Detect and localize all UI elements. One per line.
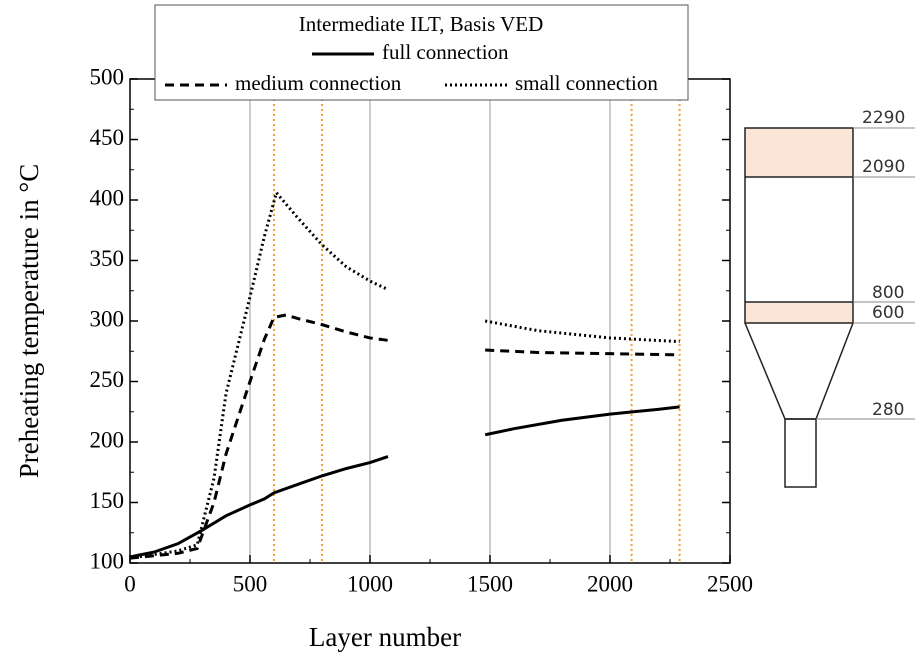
section-diagram <box>744 127 915 488</box>
diagram-label: 280 <box>872 400 904 420</box>
y-tick-label: 500 <box>90 64 125 89</box>
legend-label: medium connection <box>235 71 402 95</box>
legend-label: small connection <box>515 71 658 95</box>
x-tick-label: 2500 <box>707 571 753 596</box>
x-tick-label: 1500 <box>467 571 513 596</box>
y-tick-label: 150 <box>90 488 125 513</box>
stem <box>784 418 817 488</box>
plot-frame <box>129 78 731 564</box>
series-line <box>129 189 680 560</box>
y-axis-label: Preheating temperature in °C <box>14 164 44 478</box>
y-tick-label: 250 <box>90 367 125 392</box>
y-tick-label: 200 <box>90 427 125 452</box>
y-tick-label: 100 <box>90 548 125 573</box>
diagram-label: 2090 <box>862 157 905 177</box>
x-tick-label: 0 <box>124 571 136 596</box>
legend-box <box>154 4 689 101</box>
x-tick-label: 1000 <box>347 571 393 596</box>
legend-title: Intermediate ILT, Basis VED <box>299 12 544 36</box>
band-mid <box>745 302 853 323</box>
diagram-label: 2290 <box>862 108 905 128</box>
y-tick-label: 300 <box>90 306 125 331</box>
series-line <box>129 313 680 560</box>
cone <box>744 322 854 420</box>
diagram-label: 600 <box>872 303 904 323</box>
legend-label: full connection <box>382 40 509 64</box>
x-tick-label: 2000 <box>587 571 633 596</box>
y-tick-label: 350 <box>90 246 125 271</box>
y-tick-label: 450 <box>90 125 125 150</box>
x-axis-label: Layer number <box>309 622 461 652</box>
series-line <box>129 405 680 559</box>
diagram-label: 800 <box>872 283 904 303</box>
x-tick-label: 500 <box>233 571 268 596</box>
band-top <box>745 128 853 177</box>
y-tick-label: 400 <box>90 185 125 210</box>
body <box>744 127 854 324</box>
